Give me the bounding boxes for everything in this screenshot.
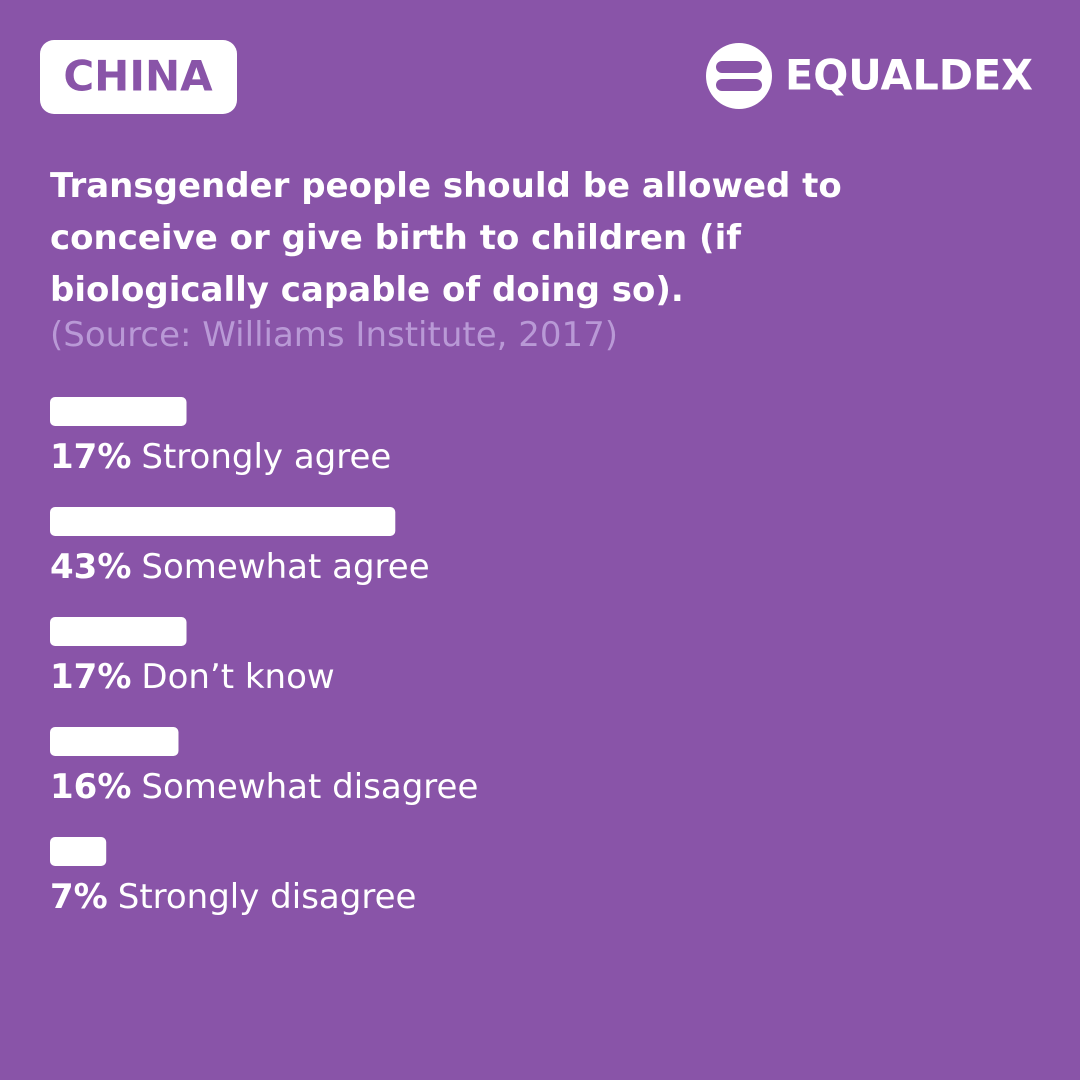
logo-bar [716,61,762,73]
value-label: 17% [50,437,131,477]
bar-label: 43% Somewhat agree [50,547,430,587]
brand-name: EQUALDEX [785,51,1033,100]
country-label: CHINA [63,52,213,101]
category-label: Strongly disagree [118,877,417,917]
category-label: Don’t know [141,657,334,697]
category-label: Strongly agree [141,437,391,477]
category-label: Somewhat disagree [141,767,478,807]
logo-icon [706,43,772,109]
value-label: 7% [50,877,108,917]
logo-bar [716,79,762,91]
bar-label: 7% Strongly disagree [50,877,416,917]
bar-label: 17% Strongly agree [50,437,391,477]
chart-title: Transgender people should be allowed to … [50,166,842,310]
bar [50,837,107,866]
bar-label: 16% Somewhat disagree [50,767,478,807]
country-badge [40,40,237,114]
value-label: 43% [50,547,131,587]
chart-subtitle: (Source: Williams Institute, 2017) [50,315,619,355]
bar [50,727,179,756]
bar [50,397,187,426]
category-label: Somewhat agree [141,547,429,587]
value-label: 17% [50,657,131,697]
bar [50,507,396,536]
bar-label: 17% Don’t know [50,657,335,697]
value-label: 16% [50,767,131,807]
bar [50,617,187,646]
